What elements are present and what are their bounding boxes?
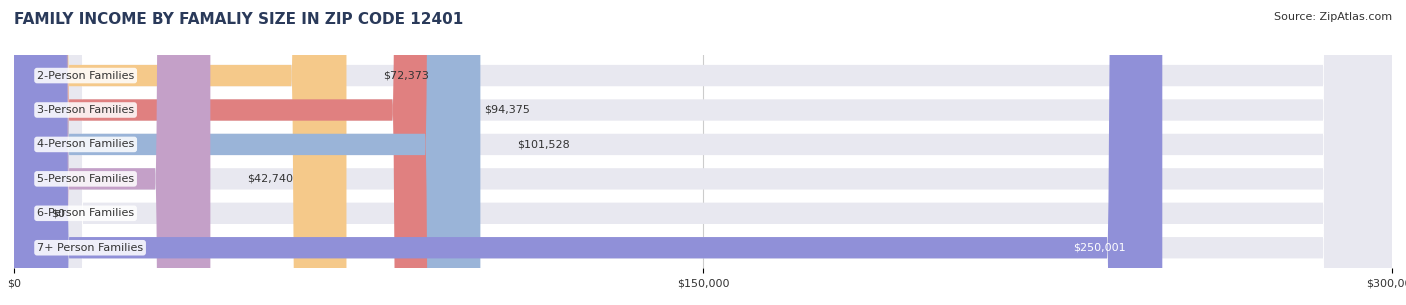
Text: 2-Person Families: 2-Person Families	[37, 70, 135, 81]
Text: 6-Person Families: 6-Person Families	[37, 208, 134, 218]
Text: Source: ZipAtlas.com: Source: ZipAtlas.com	[1274, 12, 1392, 22]
FancyBboxPatch shape	[14, 0, 1392, 305]
Text: $42,740: $42,740	[247, 174, 292, 184]
FancyBboxPatch shape	[14, 0, 1163, 305]
FancyBboxPatch shape	[14, 0, 1392, 305]
Text: $94,375: $94,375	[484, 105, 530, 115]
Text: 4-Person Families: 4-Person Families	[37, 139, 135, 149]
Text: $0: $0	[51, 208, 65, 218]
Text: $250,001: $250,001	[1073, 243, 1126, 253]
Text: FAMILY INCOME BY FAMALIY SIZE IN ZIP CODE 12401: FAMILY INCOME BY FAMALIY SIZE IN ZIP COD…	[14, 12, 464, 27]
Text: $101,528: $101,528	[517, 139, 569, 149]
Text: 5-Person Families: 5-Person Families	[37, 174, 134, 184]
FancyBboxPatch shape	[14, 0, 1392, 305]
Text: $72,373: $72,373	[384, 70, 429, 81]
Text: 3-Person Families: 3-Person Families	[37, 105, 134, 115]
FancyBboxPatch shape	[14, 0, 211, 305]
FancyBboxPatch shape	[14, 0, 481, 305]
FancyBboxPatch shape	[14, 0, 346, 305]
Text: 7+ Person Families: 7+ Person Families	[37, 243, 143, 253]
FancyBboxPatch shape	[14, 0, 1392, 305]
FancyBboxPatch shape	[14, 0, 1392, 305]
FancyBboxPatch shape	[14, 0, 1392, 305]
FancyBboxPatch shape	[14, 0, 447, 305]
